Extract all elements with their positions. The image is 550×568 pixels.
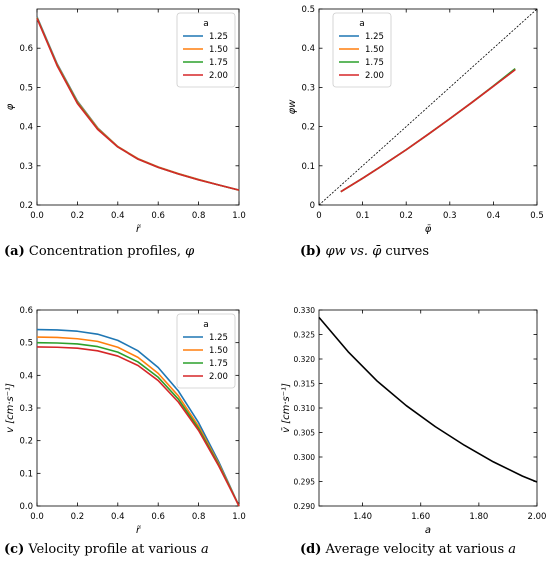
x-tick-label: 1.0 [232,512,246,522]
x-tick-label: 0.3 [443,211,457,221]
x-tick-label: 0.6 [151,512,165,522]
y-tick-label: 0.5 [19,339,33,349]
x-axis-label: r̃ [136,223,141,235]
x-tick-label: 0.8 [192,512,206,522]
legend-label: 1.25 [209,333,228,343]
x-axis-label: a [425,525,431,536]
y-tick-label: 0.1 [19,469,33,479]
y-tick-label: 0.1 [301,162,315,172]
y-tick-label: 0.3 [301,83,315,93]
chart-a: 0.0 0.2 0.4 0.6 0.8 1.00.20.30.40.50.6r̃φa1.2… [5,8,246,235]
x-tick-label: 1.60 [411,512,430,522]
x-axis-label: φ̄ [425,224,432,235]
x-tick-label: 0.4 [487,211,501,221]
y-tick-label: 0.295 [294,478,316,487]
caption-c: (c) Velocity profile at various a [4,542,209,557]
y-tick-label: 0.5 [19,83,33,93]
legend-box [176,12,236,88]
series-line-2-00 [36,346,240,507]
y-tick-label: 0.290 [294,502,316,511]
legend-label: 1.25 [209,32,228,42]
chart-b: 0 0.1 0.2 0.3 0.4 0.5 0 0.1 0.2 0.3 0.4 0.5 φ̄ φw a1.2… [287,5,544,235]
y-tick-label: 0.310 [294,404,316,413]
y-tick-label: 0.3 [19,404,33,414]
y-tick-label: 0.0 [19,502,33,512]
plot-frame [318,309,538,507]
y-axis-label: φ [5,103,16,110]
caption-b: (b) φw vs. φ̄ curves [300,244,430,259]
x-tick-label: 0.1 [356,211,370,221]
series-line-1-25 [340,68,516,193]
x-tick-label: 0.6 [151,211,165,221]
x-tick-label: 1.80 [469,512,488,522]
y-tick-label: 0.305 [294,429,316,438]
caption-a: (a) Concentration profiles, φ [4,244,195,259]
x-tick-label: 0.4 [111,211,125,221]
legend-box [332,12,392,88]
series-line-2-00 [36,18,240,191]
x-tick-label: 0.2 [71,211,85,221]
legend-label: 2.00 [209,71,228,81]
legend-box [176,313,236,389]
y-tick-label: 0.2 [19,437,33,447]
x-axis-label: r̃ [136,524,141,536]
y-tick-label: 0 [310,201,315,211]
series-line-2-00 [340,69,516,193]
caption-d: (d) Average velocity at various a [300,542,517,557]
x-tick-label: 0.5 [530,211,544,221]
x-tick-label: 0.2 [399,211,413,221]
y-tick-label: 0.325 [294,331,316,340]
y-tick-label: 0.3 [19,162,33,172]
y-tick-label: 0.4 [19,123,33,133]
x-tick-label: 2.00 [528,512,547,522]
legend-title: a [203,320,209,330]
legend: a1.25 1.50 1.75 2.00 [176,12,236,88]
chart-d: 1.40 1.60 1.80 2.00 0.290 0.295 0.300 0.305 0.31… [281,306,546,536]
x-tick-label: 0.0 [30,512,44,522]
y-axis-label: φw [287,99,298,115]
legend: a1.25 1.50 1.75 2.00 [176,313,236,389]
legend-label: 1.50 [365,45,384,55]
series-line-1-50 [340,68,516,193]
y-tick-label: 0.6 [19,306,33,316]
legend-label: 1.75 [209,359,228,369]
y-tick-label: 0.330 [294,306,316,315]
legend-label: 1.75 [365,58,384,68]
y-tick-label: 0.2 [19,201,33,211]
legend-label: 2.00 [209,372,228,382]
legend-label: 1.75 [209,58,228,68]
y-tick-label: 0.2 [301,123,315,133]
legend-title: a [203,19,209,29]
y-tick-label: 0.315 [294,380,316,389]
legend-label: 1.50 [209,45,228,55]
y-tick-label: 0.5 [301,5,315,15]
plot-frame [318,8,538,206]
x-tick-label: 1.0 [232,211,246,221]
series-line-avg [318,316,538,483]
y-tick-label: 0.4 [301,44,315,54]
legend-label: 2.00 [365,71,384,81]
x-tick-label: 0 [316,211,321,221]
y-tick-label: 0.320 [294,355,316,364]
x-tick-label: 0.2 [71,512,85,522]
x-tick-label: 0.8 [192,211,206,221]
legend-label: 1.25 [365,32,384,42]
chart-c: 0.0 0.2 0.4 0.6 0.8 1.0 0.0 0.1 0.2 0.3 0.4 0.5 0.6 r… [5,306,246,536]
y-tick-label: 0.300 [294,453,316,462]
x-tick-label: 0.0 [30,211,44,221]
y-tick-label: 0.4 [19,371,33,381]
y-tick-label: 0.6 [19,44,33,54]
y-axis-label: v [cm·s⁻¹] [5,383,16,433]
legend-title: a [359,19,365,29]
x-tick-label: 0.4 [111,512,125,522]
plot-frame [36,8,240,206]
y-axis-label: v̄ [cm·s⁻¹] [281,383,292,433]
legend: a1.25 1.50 1.75 2.00 [332,12,392,88]
legend-label: 1.50 [209,346,228,356]
x-tick-label: 1.40 [353,512,372,522]
